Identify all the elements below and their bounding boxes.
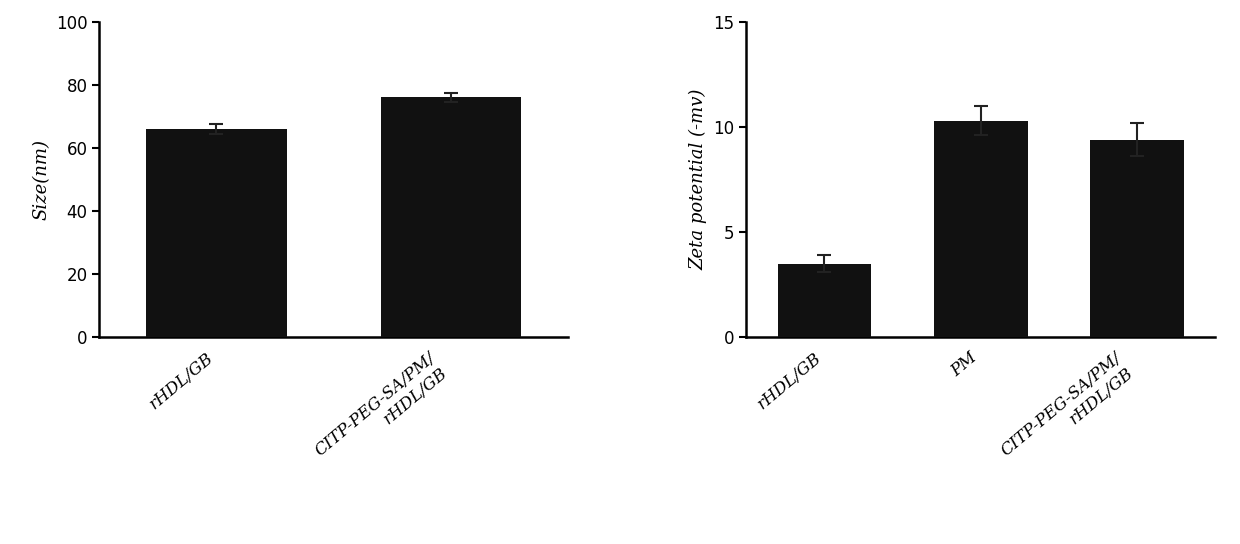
Y-axis label: Zeta potential (-mv): Zeta potential (-mv): [689, 89, 708, 270]
Bar: [146, 129, 286, 337]
Bar: [1090, 140, 1184, 337]
Bar: [381, 97, 521, 337]
Y-axis label: Size(nm): Size(nm): [32, 139, 50, 220]
Bar: [777, 264, 872, 337]
Bar: [934, 121, 1028, 337]
